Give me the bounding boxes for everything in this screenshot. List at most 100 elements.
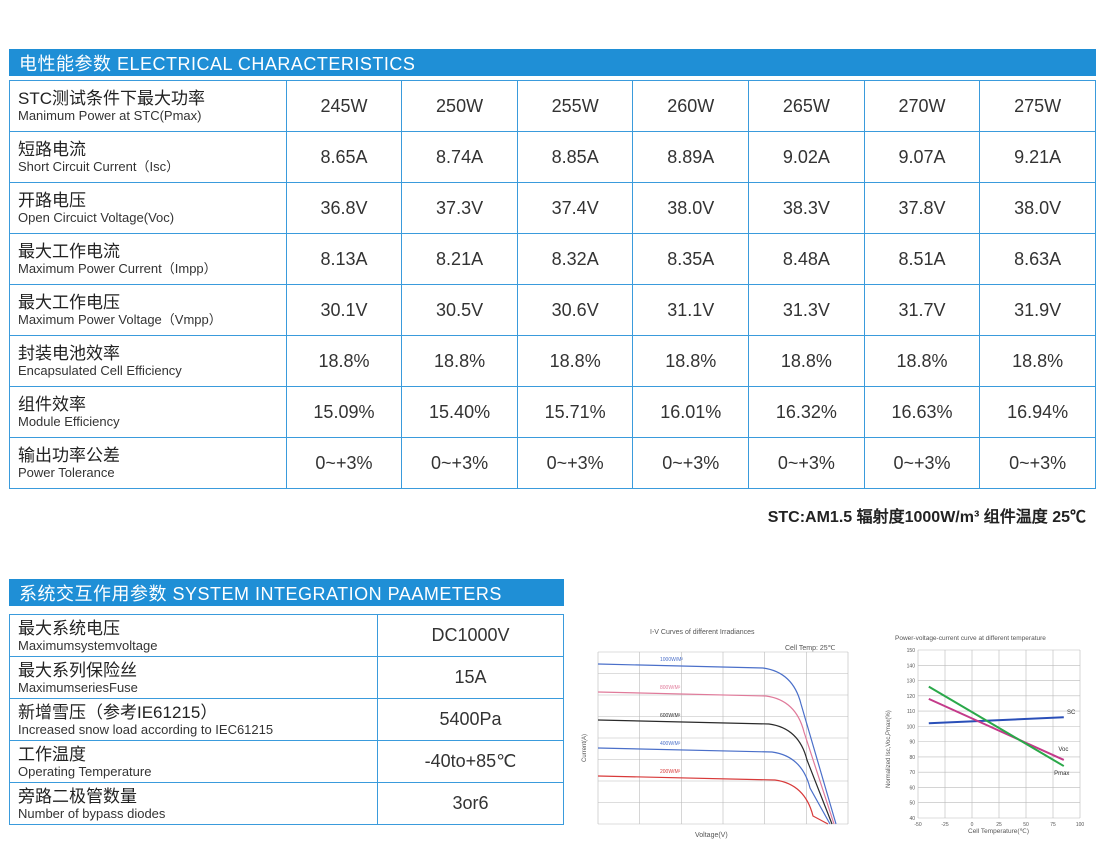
electrical-value-cell: 30.5V — [401, 284, 518, 336]
electrical-value-cell: 8.13A — [285, 233, 403, 285]
temp-chart-title: Power-voltage-current curve at different… — [895, 635, 1046, 642]
temp-chart-svg: Power-voltage-current curve at different… — [886, 635, 1085, 835]
label-en: Power Tolerance — [18, 465, 115, 480]
label-en: Short Circuit Current（Isc） — [18, 159, 180, 174]
electrical-value-cell: 37.8V — [863, 182, 981, 234]
electrical-value-cell: 8.51A — [863, 233, 981, 285]
electrical-value-cell: 0~+3% — [632, 437, 750, 489]
label-zh: 最大工作电压 — [18, 293, 120, 312]
electrical-value-cell: 36.8V — [285, 182, 403, 234]
electrical-value-cell: 30.6V — [516, 284, 634, 336]
electrical-value-cell: 38.0V — [979, 182, 1096, 234]
label-zh: 输出功率公差 — [18, 446, 120, 465]
label-zh: 组件效率 — [18, 395, 86, 414]
electrical-row: 短路电流 Short Circuit Current（Isc） 8.65A 8.74A… — [9, 131, 1096, 183]
temp-line-sc — [928, 716, 1064, 725]
electrical-value-cell: 31.3V — [748, 284, 865, 336]
electrical-row: 封装电池效率 Encapsulated Cell Efficiency 18.8% 1… — [9, 335, 1096, 387]
iv-curve-label: 200W/M² — [660, 769, 681, 775]
iv-curve-label: 1000W/M² — [660, 657, 683, 663]
electrical-value-cell: 0~+3% — [979, 437, 1096, 489]
electrical-value-cell: 16.32% — [748, 386, 865, 438]
electrical-row: 输出功率公差 Power Tolerance 0~+3% 0~+3% 0~+3% 0~+3… — [9, 437, 1096, 489]
electrical-title-bar: 电性能参数 ELECTRICAL CHARACTERISTICS — [9, 49, 1096, 76]
electrical-row: 最大工作电压 Maximum Power Voltage（Vmpp） 30.1V 30… — [9, 284, 1096, 336]
label-en: Increased snow load according to IEC6121… — [18, 721, 274, 737]
temp-ytick: 110 — [907, 709, 915, 715]
temp-chart: Power-voltage-current curve at different… — [880, 628, 1105, 840]
label-en: Encapsulated Cell Efficiency — [18, 363, 182, 378]
electrical-value-cell: 18.8% — [401, 335, 518, 387]
temp-ytick: 50 — [909, 801, 915, 807]
temp-ytick: 120 — [907, 694, 916, 700]
label-zh: 最大系统电压 — [18, 618, 120, 638]
label-en: Operating Temperature — [18, 763, 152, 779]
temp-xlabel: Cell Temperature(℃) — [968, 828, 1029, 835]
label-en: Maximum Power Current（Impp） — [18, 261, 217, 276]
system-row-label: 最大系统电压 Maximumsystemvoltage — [9, 614, 378, 657]
electrical-value-cell: 245W — [285, 80, 403, 132]
electrical-value-cell: 8.65A — [285, 131, 403, 183]
label-zh: 封装电池效率 — [18, 344, 120, 363]
temp-grid: 150 140 130 120 110 100 90 80 70 60 50 40-50 -25 0 25 5… — [907, 648, 1085, 828]
electrical-value-cell: 0~+3% — [748, 437, 865, 489]
label-en: Open Circuict Voltage(Voc) — [18, 210, 175, 225]
electrical-row: 开路电压 Open Circuict Voltage(Voc) 36.8V 37.3V… — [9, 182, 1096, 234]
temp-ytick: 80 — [909, 755, 915, 761]
electrical-row-label: 组件效率 Module Efficiency — [9, 386, 287, 438]
label-en: Maximum Power Voltage（Vmpp） — [18, 312, 222, 327]
system-row-label: 工作温度 Operating Temperature — [9, 740, 378, 783]
iv-grid — [597, 651, 849, 825]
system-title: 系统交互作用参数 SYSTEM INTEGRATION PAAMETERS — [19, 583, 502, 604]
system-value-cell: 5400Pa — [377, 698, 564, 741]
temp-series-label: SC — [1067, 710, 1076, 716]
electrical-value-cell: 9.02A — [748, 131, 865, 183]
electrical-value-cell: 9.07A — [863, 131, 981, 183]
electrical-value-cell: 18.8% — [979, 335, 1096, 387]
iv-chart-note: Cell Temp: 25℃ — [785, 645, 836, 652]
electrical-value-cell: 8.21A — [401, 233, 518, 285]
label-en: Module Efficiency — [18, 414, 120, 429]
temp-ytick: 90 — [909, 740, 915, 746]
electrical-value-cell: 0~+3% — [863, 437, 981, 489]
iv-chart-svg: I-V Curves of different Irradiances Cell… — [582, 629, 849, 839]
temp-lines: SC Voc Pmax — [928, 685, 1076, 777]
system-row: 旁路二极管数量 Number of bypass diodes 3or6 — [9, 782, 564, 825]
electrical-value-cell: 0~+3% — [516, 437, 634, 489]
temp-series-label: Pmax — [1054, 771, 1069, 777]
electrical-value-cell: 37.4V — [516, 182, 634, 234]
electrical-row-label: 封装电池效率 Encapsulated Cell Efficiency — [9, 335, 287, 387]
electrical-value-cell: 16.63% — [863, 386, 981, 438]
electrical-value-cell: 38.0V — [632, 182, 750, 234]
label-zh: 最大系列保险丝 — [18, 660, 137, 680]
iv-curve — [597, 691, 835, 825]
electrical-value-cell: 16.01% — [632, 386, 750, 438]
electrical-row: 组件效率 Module Efficiency 15.09% 15.40% 15.71% 1… — [9, 386, 1096, 438]
temp-xtick: 50 — [1023, 822, 1029, 828]
electrical-value-cell: 18.8% — [748, 335, 865, 387]
electrical-value-cell: 31.9V — [979, 284, 1096, 336]
label-zh: 最大工作电流 — [18, 242, 120, 261]
temp-ytick: 140 — [907, 663, 916, 669]
temp-line-voc — [928, 697, 1065, 761]
electrical-value-cell: 270W — [863, 80, 981, 132]
electrical-value-cell: 18.8% — [285, 335, 403, 387]
iv-curve — [597, 775, 829, 825]
electrical-row-label: 最大工作电流 Maximum Power Current（Impp） — [9, 233, 287, 285]
iv-curves: 1000W/M² 800W/M² 600W/M² 400W/M² 200W/M² — [597, 657, 837, 825]
electrical-row-label: 输出功率公差 Power Tolerance — [9, 437, 287, 489]
iv-curve — [597, 719, 833, 825]
electrical-value-cell: 250W — [401, 80, 518, 132]
system-value-cell: 3or6 — [377, 782, 564, 825]
iv-curve-label: 600W/M² — [660, 713, 681, 719]
iv-xlabel: Voltage(V) — [695, 832, 728, 839]
label-en: Manimum Power at STC(Pmax) — [18, 108, 202, 123]
iv-chart: I-V Curves of different Irradiances Cell… — [580, 622, 860, 840]
system-value-cell: -40to+85℃ — [377, 740, 564, 783]
electrical-row-label: 最大工作电压 Maximum Power Voltage（Vmpp） — [9, 284, 287, 336]
electrical-value-cell: 37.3V — [401, 182, 518, 234]
electrical-row-label: STC测试条件下最大功率 Manimum Power at STC(Pmax) — [9, 80, 287, 132]
label-zh: 新增雪压（参考IE61215） — [18, 702, 218, 722]
electrical-value-cell: 18.8% — [516, 335, 634, 387]
temp-series-label: Voc — [1058, 747, 1068, 753]
